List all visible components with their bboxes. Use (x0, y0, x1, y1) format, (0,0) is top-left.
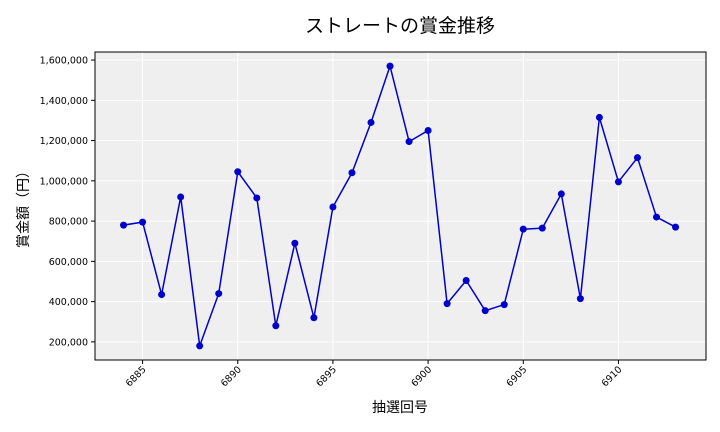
y-axis-label: 賞金額（円） (16, 164, 32, 248)
data-point (672, 223, 680, 231)
y-tick-label: 400,000 (49, 297, 88, 308)
data-point (500, 301, 508, 309)
plot-area (94, 51, 707, 361)
data-point (234, 168, 242, 176)
x-axis-ticks: 6885 6890 6895 6900 6905 6910 (124, 360, 625, 389)
data-point (653, 213, 661, 221)
chart-title: ストレートの賞金推移 (305, 15, 495, 37)
y-tick-label: 800,000 (49, 217, 88, 228)
data-points (120, 62, 680, 350)
y-tick-label: 600,000 (49, 257, 88, 268)
data-point (519, 225, 527, 233)
x-tick-label: 6895 (314, 364, 339, 389)
y-tick-label: 1,600,000 (40, 56, 88, 67)
data-point (272, 322, 280, 330)
data-point (253, 194, 261, 202)
x-tick-label: 6905 (505, 364, 530, 389)
data-point (538, 224, 546, 232)
data-point (177, 193, 185, 201)
data-point (348, 169, 356, 177)
data-point (614, 178, 622, 186)
series-line (123, 63, 676, 347)
data-point (196, 342, 204, 350)
y-axis-ticks: 200,000 400,000 600,000 800,000 1,000,000 1,2… (40, 56, 95, 348)
data-point (576, 295, 584, 303)
x-tick-label: 6890 (219, 364, 244, 389)
data-point (215, 290, 223, 298)
x-tick-label: 6900 (409, 364, 434, 389)
data-point (158, 291, 166, 299)
y-tick-label: 1,000,000 (40, 176, 88, 187)
x-tick-label: 6910 (600, 364, 625, 389)
data-point (139, 218, 147, 226)
data-point (595, 113, 603, 121)
data-point (310, 314, 318, 322)
data-point (462, 276, 470, 284)
plot-frame (94, 51, 707, 361)
data-point (291, 239, 299, 247)
data-point (443, 300, 451, 308)
y-tick-label: 1,400,000 (40, 96, 88, 107)
data-point (120, 221, 128, 229)
y-tick-label: 1,200,000 (40, 136, 88, 147)
y-tick-label: 200,000 (49, 337, 88, 348)
data-point (329, 203, 337, 211)
gridlines (95, 52, 706, 360)
data-point (633, 154, 641, 162)
data-point (424, 127, 432, 135)
x-axis-label: 抽選回号 (372, 400, 428, 416)
data-point (405, 138, 413, 146)
data-point (386, 62, 394, 70)
data-point (481, 307, 489, 315)
data-point (557, 190, 565, 198)
x-tick-label: 6885 (124, 364, 149, 389)
data-point (367, 118, 375, 126)
